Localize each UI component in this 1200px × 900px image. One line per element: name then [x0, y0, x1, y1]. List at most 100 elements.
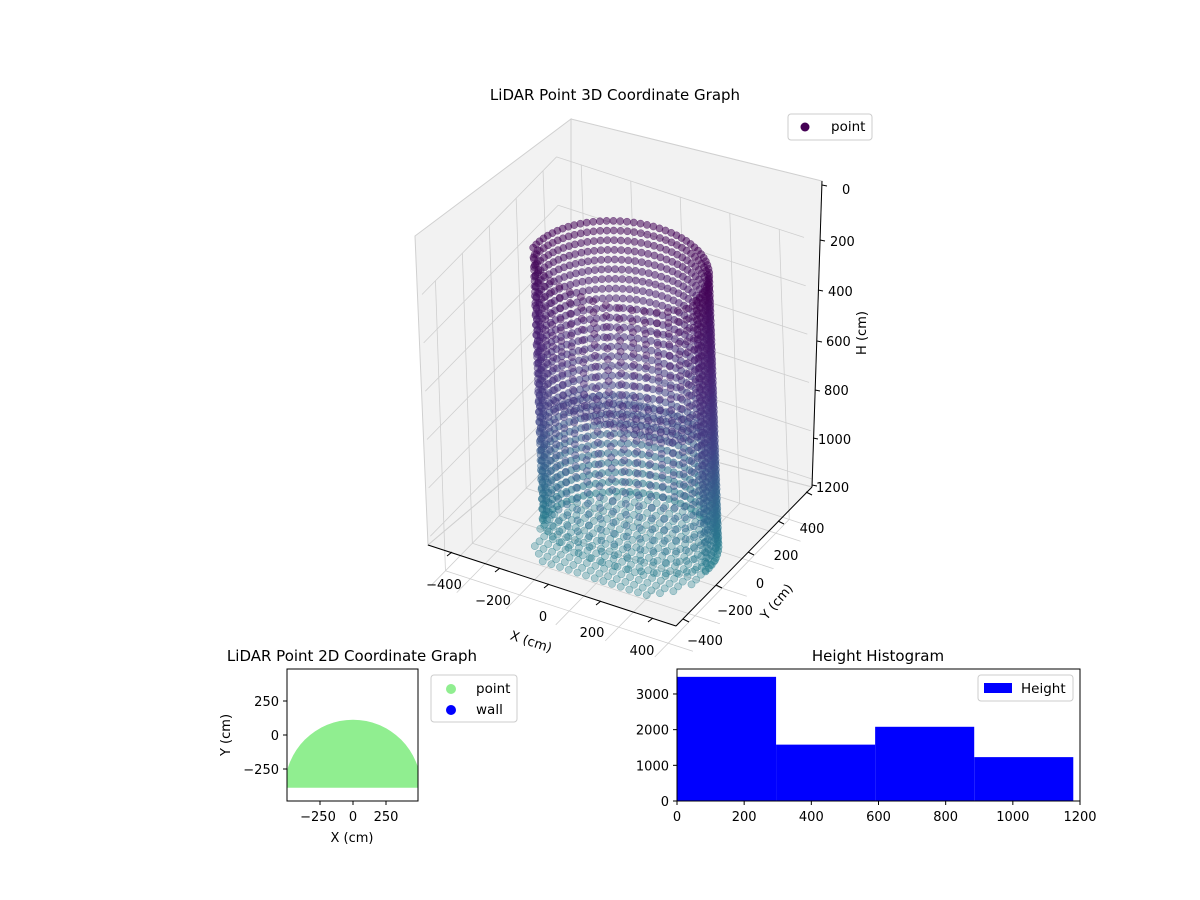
point-3d: [667, 416, 676, 425]
z-tick-label: 800: [824, 384, 849, 399]
point-3d: [580, 401, 589, 410]
point-3d: [653, 319, 662, 328]
z-tick-label: 1000: [818, 433, 851, 448]
point-3d: [605, 388, 613, 396]
histogram-bar: [677, 676, 777, 801]
point-3d: [555, 527, 564, 536]
point-3d: [609, 529, 618, 538]
point-3d: [658, 460, 666, 469]
point-3d: [596, 236, 605, 245]
point-3d: [563, 508, 572, 517]
x-tick-label: 1200: [1063, 810, 1096, 825]
point-3d: [667, 406, 676, 414]
point-3d: [604, 255, 612, 264]
point-3d: [601, 539, 610, 548]
point-3d: [593, 406, 601, 414]
point-3d: [552, 451, 561, 460]
point-3d: [617, 369, 626, 378]
point-3d: [582, 456, 591, 464]
point-3d: [594, 438, 602, 447]
point-3d: [571, 462, 580, 470]
point-3d: [583, 228, 591, 237]
point-3d: [685, 391, 693, 400]
point-3d: [679, 565, 688, 573]
point-3d: [649, 222, 658, 231]
point-3d: [541, 326, 550, 334]
point-3d: [665, 351, 674, 360]
point-3d: [611, 284, 620, 293]
point-3d: [643, 395, 652, 403]
point-3d: [534, 276, 543, 285]
point-3d: [655, 373, 663, 382]
point-3d: [648, 504, 656, 512]
point-3d: [539, 271, 548, 280]
point-3d: [635, 524, 644, 532]
point-3d: [535, 537, 544, 546]
point-3d: [671, 514, 679, 523]
point-3d: [670, 504, 679, 512]
point-3d: [552, 440, 561, 449]
x-axis-3d: −400 −200 0 200 400 X (cm): [426, 551, 654, 659]
point-3d: [550, 375, 558, 383]
point-3d: [585, 509, 594, 518]
point-3d: [549, 364, 558, 373]
point-3d: [542, 505, 551, 514]
point-3d: [634, 491, 643, 500]
point-3d: [597, 256, 606, 264]
point-3d: [591, 561, 600, 570]
point-3d: [623, 217, 631, 226]
point-3d: [607, 464, 616, 473]
point-3d: [642, 340, 650, 349]
x-axis-label: X (cm): [331, 831, 374, 846]
point-3d: [620, 445, 628, 454]
point-3d: [635, 513, 644, 521]
point-3d: [610, 540, 619, 549]
point-3d: [687, 457, 696, 465]
point-3d: [606, 442, 615, 451]
point-3d: [629, 328, 637, 337]
point-3d: [572, 483, 581, 492]
point-3d: [537, 363, 546, 372]
point-3d: [631, 393, 639, 402]
point-3d: [582, 445, 591, 454]
point-3d: [697, 570, 705, 579]
point-3d: [589, 217, 598, 226]
point-3d: [622, 510, 631, 519]
point-3d: [668, 529, 677, 538]
point-3d: [675, 557, 684, 566]
x-tick-label: −250: [300, 810, 336, 825]
point-3d: [530, 542, 539, 550]
point-3d: [550, 386, 559, 394]
point-3d: [689, 312, 698, 321]
point-3d: [570, 548, 579, 557]
point-3d: [661, 558, 670, 567]
point-3d: [598, 558, 606, 567]
point-3d: [581, 412, 589, 421]
point-3d: [632, 437, 641, 445]
point-3d: [630, 371, 639, 380]
point-3d: [690, 544, 699, 552]
point-3d: [623, 532, 631, 541]
point-3d: [536, 320, 545, 329]
point-3d: [646, 471, 655, 479]
point-3d: [546, 277, 555, 286]
point-3d: [693, 421, 701, 430]
point-3d: [652, 569, 661, 577]
point-3d: [596, 493, 604, 501]
point-3d: [658, 471, 667, 480]
point-3d: [585, 543, 594, 551]
point-3d: [643, 230, 652, 239]
point-3d: [696, 412, 705, 421]
point-3d: [623, 553, 631, 561]
point-3d: [685, 535, 694, 544]
point-3d: [604, 572, 612, 581]
point-3d: [544, 540, 553, 548]
point-3d: [656, 406, 665, 415]
point-3d: [592, 384, 600, 393]
point-3d: [552, 543, 561, 551]
point-3d: [634, 588, 642, 597]
point-3d: [679, 470, 688, 478]
point-3d: [563, 500, 571, 509]
point-3d: [593, 537, 601, 545]
point-3d: [603, 333, 611, 342]
